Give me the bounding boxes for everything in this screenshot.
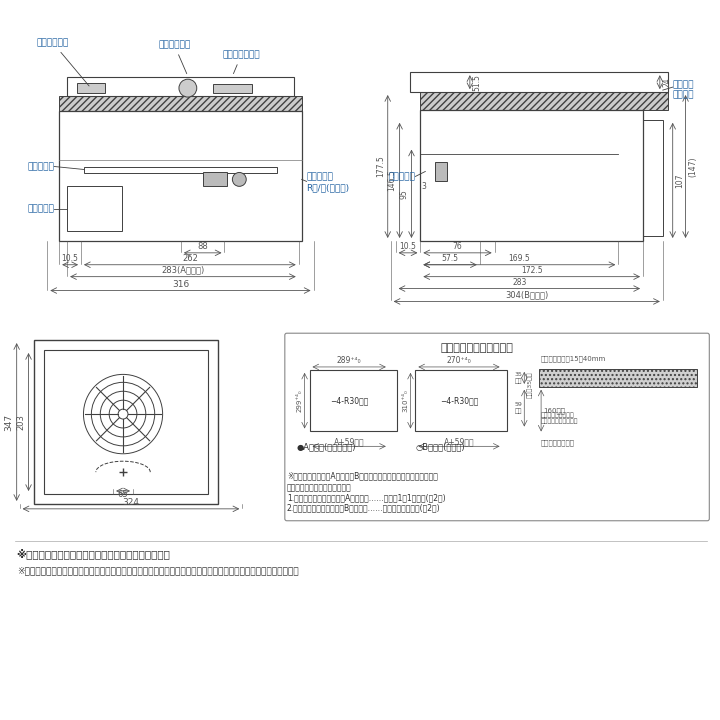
Text: 270⁺⁴₀: 270⁺⁴₀ [446, 356, 472, 365]
Text: 1.ワークトップ穴開け寸法Aタイプ　……　左右1サ1ケ使用(誈2ケ): 1.ワークトップ穴開け寸法Aタイプ …… 左右1サ1ケ使用(誈2ケ) [287, 493, 446, 502]
Text: 水切り35以上: 水切り35以上 [527, 372, 533, 398]
Text: 169.5: 169.5 [508, 253, 530, 263]
Text: 304(Bタイプ): 304(Bタイプ) [505, 290, 549, 300]
Text: −4-R30以下: −4-R30以下 [330, 396, 369, 405]
Text: (147): (147) [688, 156, 698, 176]
Text: ●Aタイプ(標準穴寸法): ●Aタイプ(標準穴寸法) [297, 443, 356, 452]
Text: 65: 65 [118, 490, 128, 499]
Text: 24: 24 [663, 77, 672, 87]
Circle shape [233, 173, 246, 186]
Text: カウンター厚み15～40mm: カウンター厚み15～40mm [541, 356, 606, 362]
Bar [67, 77, 294, 96]
Bar [212, 84, 252, 93]
Text: 347: 347 [5, 413, 14, 431]
Text: 器具栓つまみ: 器具栓つまみ [158, 40, 190, 73]
Bar [67, 186, 122, 231]
Text: 160以上: 160以上 [543, 408, 565, 414]
Text: 283(Aタイプ): 283(Aタイプ) [161, 266, 204, 274]
Bar [77, 83, 104, 93]
Text: 59
以上: 59 以上 [514, 402, 522, 414]
Text: 電池交換サイン: 電池交換サイン [222, 50, 260, 73]
Text: 電池ケース: 電池ケース [27, 204, 54, 214]
Text: ※単体設置タイプにつきオーブン接続はできません。: ※単体設置タイプにつきオーブン接続はできません。 [17, 548, 171, 559]
Text: 262: 262 [182, 253, 198, 263]
Text: 電池交換出来る様に
配置されていること。: 電池交換出来る様に 配置されていること。 [541, 413, 579, 425]
Text: 温度センサー: 温度センサー [37, 38, 89, 86]
Text: 本体取付
アングル: 本体取付 アングル [672, 80, 694, 99]
Text: 10.5: 10.5 [62, 253, 78, 263]
Text: 88: 88 [197, 242, 208, 251]
Text: 2.ワークトップ穴開け寸法Bタイプ　……　前後各１ケ使用(誈2ケ): 2.ワークトップ穴開け寸法Bタイプ …… 前後各１ケ使用(誈2ケ) [287, 503, 441, 512]
Text: 10.5: 10.5 [400, 242, 416, 251]
Text: 51.5: 51.5 [473, 73, 482, 91]
Bar [203, 173, 228, 186]
Text: 3: 3 [421, 182, 426, 191]
Text: 299⁺⁴₀: 299⁺⁴₀ [297, 390, 302, 412]
Text: 35
以上: 35 以上 [514, 372, 522, 384]
Bar [435, 161, 447, 181]
Bar [420, 92, 667, 110]
Text: 289⁺⁴₀: 289⁺⁴₀ [337, 356, 361, 365]
Text: 本体案内板: 本体案内板 [389, 172, 415, 181]
Text: 177.5: 177.5 [376, 156, 384, 177]
Text: 本体案内板: 本体案内板 [27, 162, 54, 171]
Bar [539, 369, 698, 387]
Bar [84, 166, 277, 174]
Bar [310, 370, 397, 431]
Text: 283: 283 [512, 278, 526, 287]
Bar [59, 96, 302, 111]
Text: −4-R30以下: −4-R30以下 [440, 396, 478, 405]
Text: A+59以上: A+59以上 [444, 437, 474, 446]
Text: 本体案内板の取付位置について: 本体案内板の取付位置について [287, 483, 351, 492]
Text: 324: 324 [122, 498, 140, 507]
Text: ※取替にあたって、Aタイプ・Bタイプのどちらでも設置が可能です。: ※取替にあたって、Aタイプ・Bタイプのどちらでも設置が可能です。 [287, 471, 438, 480]
Text: 95: 95 [400, 189, 408, 199]
Text: 146.5: 146.5 [387, 169, 397, 192]
Bar [59, 111, 302, 241]
Bar [643, 120, 663, 236]
Bar [420, 110, 643, 241]
Text: ※本機器は防火性能評定品であり、周囲に可燃物がある場合は防火性能評定品ラベル内容に従って設置してください: ※本機器は防火性能評定品であり、周囲に可燃物がある場合は防火性能評定品ラベル内容… [17, 566, 298, 575]
Text: 76: 76 [453, 242, 462, 251]
Text: 172.5: 172.5 [521, 266, 542, 274]
Text: ワークトップ穴開け寸法: ワークトップ穴開け寸法 [441, 343, 513, 353]
Bar [45, 350, 207, 494]
Text: ガス接続口: ガス接続口 [307, 172, 333, 181]
Text: 203: 203 [17, 414, 26, 430]
Bar [415, 370, 508, 431]
Circle shape [179, 79, 197, 97]
Text: 310⁺⁴₀: 310⁺⁴₀ [402, 390, 408, 412]
Text: ○Bタイプ(穴寸法): ○Bタイプ(穴寸法) [415, 443, 465, 452]
Text: A+59以上: A+59以上 [334, 437, 364, 446]
Bar [35, 340, 217, 504]
Text: 316: 316 [172, 279, 189, 289]
Text: 107: 107 [675, 173, 685, 188]
Text: R１/２(オネジ): R１/２(オネジ) [307, 183, 350, 192]
Bar [410, 72, 667, 92]
Text: 57.5: 57.5 [441, 253, 459, 263]
Text: 電池交換必要寸法: 電池交換必要寸法 [541, 439, 575, 446]
FancyBboxPatch shape [285, 333, 709, 521]
